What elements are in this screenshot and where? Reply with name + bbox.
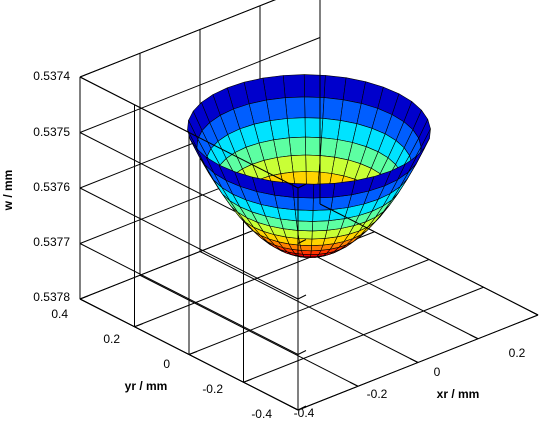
surface-patch bbox=[271, 180, 295, 198]
surface-patch bbox=[303, 74, 326, 98]
surface-patch bbox=[262, 75, 286, 101]
surface-patch bbox=[332, 180, 356, 198]
z-tick-label: 0.5378 bbox=[33, 290, 70, 304]
y-tick-mark bbox=[188, 351, 198, 355]
surface-patch bbox=[293, 197, 314, 211]
y-tick-label: -0.2 bbox=[202, 382, 223, 396]
axis-edge bbox=[79, 0, 276, 78]
x-tick-mark bbox=[349, 381, 359, 387]
z-tick-label: 0.5375 bbox=[33, 125, 70, 139]
surface-patch bbox=[284, 96, 306, 119]
y-tick-mark bbox=[134, 323, 143, 328]
y-tick-mark bbox=[297, 406, 307, 411]
z-tick-label: 0.5374 bbox=[33, 69, 70, 83]
surface-patch bbox=[296, 220, 314, 232]
x-tick-label: 0.2 bbox=[509, 346, 526, 360]
surface-patch bbox=[323, 75, 347, 101]
z-tick-labels: 0.5374 0.5375 0.5376 0.5377 0.5378 bbox=[33, 69, 70, 304]
surface-patch bbox=[290, 154, 307, 173]
x-axis-label: xr / mm bbox=[437, 387, 480, 401]
z-tick-label: 0.5376 bbox=[33, 180, 70, 194]
grid-line bbox=[188, 259, 430, 355]
surface-patch bbox=[282, 74, 305, 98]
surface-patch bbox=[321, 118, 341, 140]
surface-patch bbox=[310, 244, 324, 252]
surface-patch bbox=[311, 220, 330, 232]
surface-patch bbox=[312, 209, 332, 222]
axis-edge bbox=[319, 203, 539, 316]
y-axis-label: yr / mm bbox=[125, 379, 168, 393]
surface-patch bbox=[286, 117, 306, 139]
axes-front-edges bbox=[79, 0, 539, 411]
z-tick-mark bbox=[297, 350, 307, 355]
x-tick-mark bbox=[409, 358, 419, 363]
surface-patch bbox=[304, 136, 322, 156]
z-tick-mark bbox=[297, 239, 307, 244]
surface-patch bbox=[299, 244, 312, 252]
surface-patch bbox=[313, 183, 336, 199]
x-tick-label: -0.2 bbox=[367, 387, 388, 401]
x-tick-label: 0 bbox=[434, 365, 441, 379]
y-tick-mark bbox=[243, 378, 252, 383]
y-tick-label: 0.2 bbox=[103, 332, 120, 346]
x-tick-mark bbox=[529, 310, 539, 316]
surface-patch bbox=[311, 230, 328, 240]
z-tick-label: 0.5377 bbox=[33, 235, 70, 249]
y-tick-mark bbox=[79, 295, 89, 300]
y-tick-label: -0.4 bbox=[251, 407, 272, 421]
x-tick-label: -0.4 bbox=[294, 406, 315, 420]
surface-patch bbox=[304, 96, 325, 119]
y-tick-label: 0 bbox=[163, 357, 170, 371]
axis-edge bbox=[79, 76, 299, 189]
surface-patch bbox=[311, 238, 326, 246]
z-tick-mark bbox=[297, 183, 307, 189]
surface-patch bbox=[297, 230, 313, 240]
z-tick-mark bbox=[297, 294, 307, 300]
surface-patch bbox=[322, 97, 344, 121]
surface-patch bbox=[312, 196, 334, 211]
y-tick-label: 0.4 bbox=[51, 307, 68, 321]
x-tick-labels: -0.4 -0.2 0 0.2 bbox=[294, 346, 526, 420]
surface-patch bbox=[305, 154, 321, 173]
z-axis-label: w / mm bbox=[1, 170, 15, 212]
surface-mesh bbox=[187, 74, 431, 258]
y-tick-labels: 0.4 0.2 0 -0.2 -0.4 bbox=[51, 307, 272, 421]
surface-patch bbox=[288, 136, 307, 156]
x-tick-mark bbox=[469, 334, 479, 340]
grid-line bbox=[243, 286, 484, 383]
x-tick-mark bbox=[289, 405, 299, 411]
